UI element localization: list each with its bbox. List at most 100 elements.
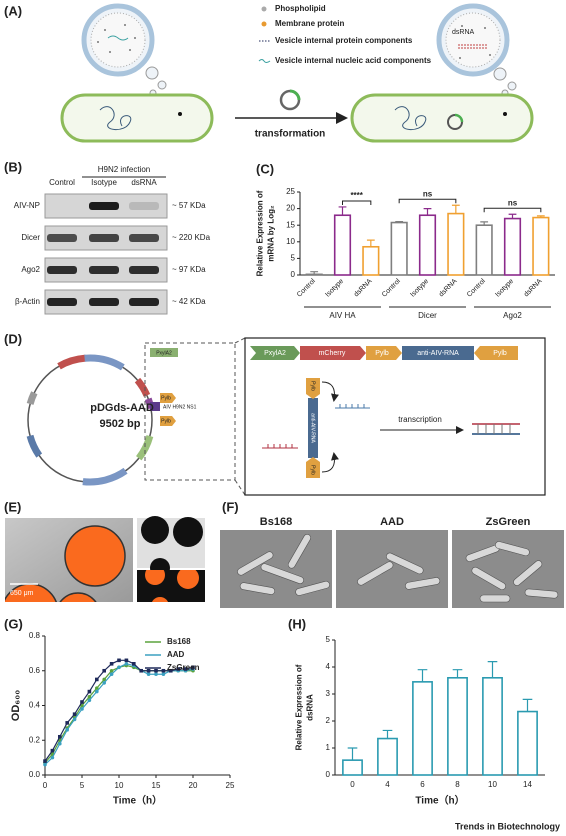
legend-label: Vesicle internal nucleic acid components	[275, 56, 432, 65]
bar	[377, 737, 398, 776]
bar	[390, 221, 408, 276]
x-tick-label: 4	[385, 780, 390, 789]
x-tick-label: 25	[226, 781, 235, 790]
protein-label: Ago2	[21, 265, 40, 274]
map-label: AIV H9N2 NS1	[163, 404, 197, 410]
point	[161, 672, 166, 677]
error-bar	[366, 239, 375, 247]
bar	[447, 676, 468, 776]
error-bar	[536, 215, 545, 218]
y-tick-label: 0.0	[29, 770, 41, 779]
error-bar	[487, 661, 498, 678]
x-tick-label: Control	[466, 277, 487, 298]
y-tick-label: 0.4	[29, 701, 41, 710]
bar	[447, 212, 465, 276]
panel-label: (B)	[4, 159, 22, 174]
cassette-label: mCherry	[319, 350, 346, 357]
y-tick-label: 0	[291, 270, 296, 279]
x-tick-label: 10	[115, 781, 124, 790]
x-tick-label: dsRNA	[523, 278, 544, 299]
bar	[482, 676, 503, 776]
plasmid-length: 9502 bp	[100, 418, 141, 430]
point	[139, 668, 143, 673]
infection-label: H9N2 infection	[98, 165, 150, 174]
panel-label: (F)	[222, 499, 239, 514]
x-tick-label: Isotype	[494, 278, 515, 299]
legend-label: Bs168	[167, 637, 191, 646]
significance-label: ns	[423, 189, 433, 198]
significance-bracket	[398, 198, 457, 204]
x-tick-label: Control	[381, 277, 402, 298]
x-tick-label: 10	[488, 780, 497, 789]
point	[146, 672, 151, 677]
hairpin-label: Pylb	[310, 465, 316, 475]
panel-a-drawing	[60, 3, 534, 143]
protein-label: β-Actin	[15, 297, 40, 306]
legend-label: Vesicle internal protein components	[275, 36, 413, 45]
x-tick-label: dsRNA	[438, 278, 459, 299]
point	[87, 689, 92, 694]
error-bar	[310, 271, 319, 275]
legend-label: ZsGreen	[167, 663, 200, 672]
bar	[412, 681, 433, 776]
y-tick-label: 0.6	[29, 666, 41, 675]
band	[89, 298, 119, 306]
point	[124, 662, 129, 666]
x-tick-label: 6	[420, 780, 425, 789]
panel-label: (H)	[288, 616, 306, 631]
cassette-label: PxylA2	[264, 350, 286, 357]
error-bar	[480, 221, 489, 226]
point	[58, 734, 62, 739]
group-label: Dicer	[418, 311, 437, 320]
significance-bracket	[342, 200, 372, 205]
y-tick-label: 25	[286, 187, 295, 196]
significance-label: ****	[350, 191, 363, 200]
point	[191, 665, 195, 670]
error-bar	[522, 698, 533, 712]
protein-label: AIV-NP	[14, 201, 40, 210]
x-tick-label: Isotype	[409, 278, 430, 299]
x-tick-label: 15	[152, 781, 161, 790]
sem-images	[220, 530, 564, 608]
cassette-label: Pylb	[375, 350, 389, 357]
point	[109, 662, 114, 666]
y-axis-label: OD₆₀₀	[10, 690, 22, 721]
point	[154, 672, 158, 677]
image-label: Bs168	[260, 516, 292, 528]
error-bar	[338, 206, 347, 216]
x-tick-label: 0	[350, 780, 355, 789]
point	[117, 658, 121, 663]
plasmid-name: pDGds-AAD	[90, 402, 154, 414]
plasmid-map	[24, 337, 546, 496]
scale-label: 650 μm	[10, 590, 34, 597]
x-tick-label: 20	[189, 781, 198, 790]
error-bar	[347, 747, 358, 761]
cassette-label: anti-AIV-RNA	[417, 350, 459, 357]
series-line	[44, 659, 194, 762]
band	[89, 202, 119, 210]
point	[72, 717, 77, 722]
point	[176, 667, 180, 671]
panel-label: (D)	[4, 331, 22, 346]
protein-label: Dicer	[21, 233, 40, 242]
y-tick-label: 4	[326, 662, 331, 671]
step-label: transcription	[398, 415, 442, 424]
bar	[503, 217, 522, 276]
bar	[333, 214, 352, 276]
legend-label: Membrane protein	[275, 19, 344, 28]
point	[102, 668, 106, 673]
y-tick-label: 0.2	[29, 735, 41, 744]
point	[146, 668, 151, 673]
footer: Trends in Biotechnology	[455, 821, 560, 831]
image-label: ZsGreen	[486, 516, 531, 528]
point	[109, 668, 114, 673]
y-axis-label: Relative Expression of	[256, 190, 265, 276]
x-tick-label: 14	[523, 780, 532, 789]
point	[102, 677, 106, 682]
error-bar	[382, 729, 393, 739]
legend-label: AAD	[167, 650, 185, 659]
point	[95, 677, 99, 682]
point	[43, 762, 47, 767]
microscopy-image	[5, 516, 205, 602]
panel-label: (A)	[4, 3, 22, 18]
